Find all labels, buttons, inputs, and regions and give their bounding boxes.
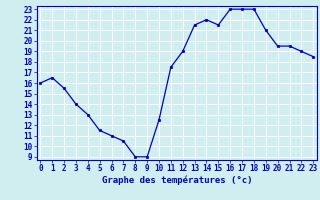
X-axis label: Graphe des températures (°c): Graphe des températures (°c) (101, 176, 252, 185)
